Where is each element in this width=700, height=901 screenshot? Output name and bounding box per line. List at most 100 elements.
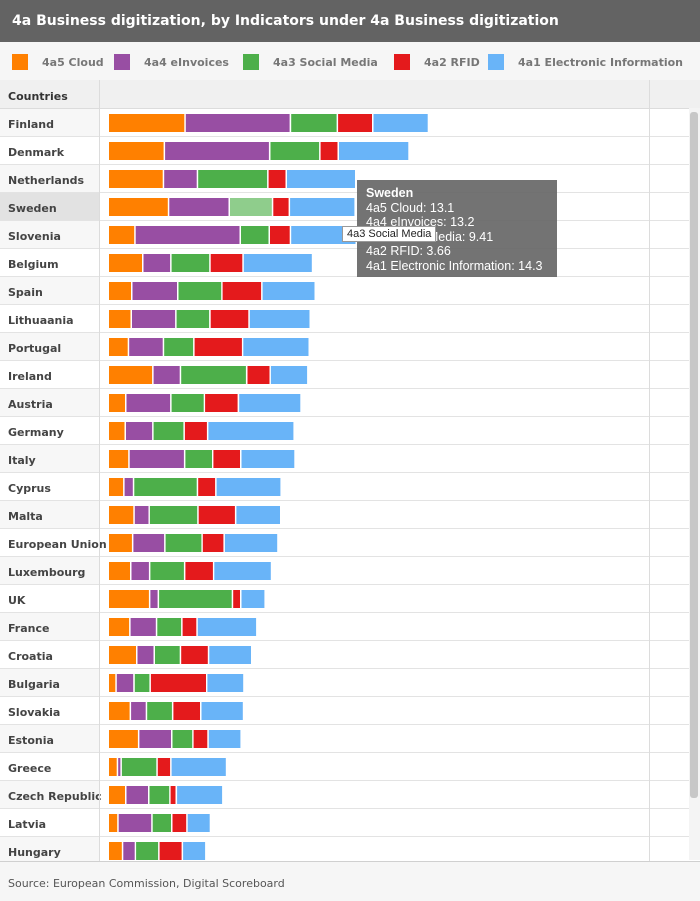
- bar-ireland-4a4[interactable]: [153, 366, 180, 384]
- bar-sweden-4a5[interactable]: [109, 198, 168, 216]
- bar-slovakia-4a1[interactable]: [201, 702, 243, 720]
- bar-bulgaria-4a4[interactable]: [116, 674, 134, 692]
- bar-france-4a3[interactable]: [157, 618, 182, 636]
- bar-denmark-4a4[interactable]: [165, 142, 269, 160]
- legend-item-rfid[interactable]: 4a2 RFID: [394, 54, 480, 70]
- bar-ireland-4a1[interactable]: [270, 366, 308, 384]
- legend-item-social-media[interactable]: 4a3 Social Media: [243, 54, 378, 70]
- bar-luxembourg-4a5[interactable]: [109, 562, 130, 580]
- bar-germany-4a3[interactable]: [153, 422, 184, 440]
- bar-slovenia-4a1[interactable]: [291, 226, 356, 244]
- bar-netherlands-4a5[interactable]: [109, 170, 163, 188]
- bar-greece-4a2[interactable]: [157, 758, 171, 776]
- bar-austria-4a4[interactable]: [126, 394, 171, 412]
- bar-belgium-4a5[interactable]: [109, 254, 142, 272]
- bar-lithuaania-4a3[interactable]: [176, 310, 210, 328]
- bar-malta-4a4[interactable]: [134, 506, 149, 524]
- bar-lithuaania-4a5[interactable]: [109, 310, 131, 328]
- bar-hungary-4a2[interactable]: [159, 842, 182, 860]
- bar-croatia-4a1[interactable]: [209, 646, 251, 664]
- bar-spain-4a1[interactable]: [262, 282, 315, 300]
- bar-slovenia-4a3[interactable]: [241, 226, 269, 244]
- bar-malta-4a2[interactable]: [198, 506, 235, 524]
- bar-latvia-4a4[interactable]: [118, 814, 152, 832]
- bar-sweden-4a1[interactable]: [290, 198, 355, 216]
- bar-france-4a1[interactable]: [197, 618, 257, 636]
- bar-european-union-4a4[interactable]: [133, 534, 165, 552]
- bar-italy-4a4[interactable]: [129, 450, 184, 468]
- bar-european-union-4a1[interactable]: [224, 534, 278, 552]
- bar-slovakia-4a3[interactable]: [147, 702, 172, 720]
- bar-germany-4a2[interactable]: [184, 422, 207, 440]
- bar-european-union-4a3[interactable]: [165, 534, 202, 552]
- bar-cyprus-4a1[interactable]: [216, 478, 281, 496]
- scrollbar-thumb[interactable]: [690, 112, 698, 798]
- bar-austria-4a2[interactable]: [205, 394, 238, 412]
- bar-cyprus-4a5[interactable]: [109, 478, 124, 496]
- bar-luxembourg-4a2[interactable]: [185, 562, 213, 580]
- bar-cyprus-4a2[interactable]: [198, 478, 216, 496]
- bar-ireland-4a5[interactable]: [109, 366, 153, 384]
- bar-malta-4a1[interactable]: [236, 506, 280, 524]
- bar-slovenia-4a4[interactable]: [135, 226, 240, 244]
- bar-spain-4a5[interactable]: [109, 282, 131, 300]
- bar-denmark-4a2[interactable]: [320, 142, 338, 160]
- legend-item-einvoices[interactable]: 4a4 eInvoices: [114, 54, 229, 70]
- bar-denmark-4a1[interactable]: [339, 142, 409, 160]
- bar-luxembourg-4a1[interactable]: [214, 562, 271, 580]
- bar-slovakia-4a2[interactable]: [173, 702, 200, 720]
- bar-cyprus-4a3[interactable]: [134, 478, 197, 496]
- bar-portugal-4a1[interactable]: [243, 338, 309, 356]
- bar-austria-4a1[interactable]: [239, 394, 301, 412]
- bar-luxembourg-4a3[interactable]: [150, 562, 184, 580]
- bar-bulgaria-4a3[interactable]: [134, 674, 150, 692]
- bar-netherlands-4a2[interactable]: [268, 170, 286, 188]
- bar-czech-republic-4a1[interactable]: [177, 786, 223, 804]
- bar-hungary-4a4[interactable]: [123, 842, 135, 860]
- bar-ireland-4a3[interactable]: [181, 366, 246, 384]
- bar-czech-republic-4a2[interactable]: [170, 786, 176, 804]
- bar-spain-4a4[interactable]: [132, 282, 178, 300]
- bar-sweden-4a3[interactable]: [230, 198, 272, 216]
- bar-spain-4a3[interactable]: [178, 282, 222, 300]
- bar-bulgaria-4a1[interactable]: [207, 674, 244, 692]
- bar-latvia-4a1[interactable]: [187, 814, 210, 832]
- bar-finland-4a4[interactable]: [185, 114, 290, 132]
- bar-hungary-4a5[interactable]: [109, 842, 122, 860]
- bar-greece-4a3[interactable]: [121, 758, 157, 776]
- bar-czech-republic-4a3[interactable]: [149, 786, 170, 804]
- bar-italy-4a1[interactable]: [241, 450, 295, 468]
- bar-belgium-4a3[interactable]: [171, 254, 210, 272]
- bar-latvia-4a2[interactable]: [172, 814, 187, 832]
- bar-austria-4a3[interactable]: [171, 394, 204, 412]
- bar-lithuaania-4a4[interactable]: [132, 310, 176, 328]
- bar-portugal-4a5[interactable]: [109, 338, 128, 356]
- bar-france-4a2[interactable]: [182, 618, 197, 636]
- bar-uk-4a2[interactable]: [233, 590, 240, 608]
- bar-cyprus-4a4[interactable]: [124, 478, 133, 496]
- bar-latvia-4a5[interactable]: [109, 814, 118, 832]
- bar-greece-4a5[interactable]: [109, 758, 117, 776]
- countries-column-header[interactable]: Countries: [8, 90, 68, 103]
- bar-estonia-4a1[interactable]: [208, 730, 241, 748]
- bar-belgium-4a1[interactable]: [243, 254, 312, 272]
- bar-estonia-4a3[interactable]: [172, 730, 193, 748]
- bar-bulgaria-4a2[interactable]: [150, 674, 206, 692]
- bar-germany-4a5[interactable]: [109, 422, 125, 440]
- bar-france-4a5[interactable]: [109, 618, 130, 636]
- bar-hungary-4a1[interactable]: [183, 842, 206, 860]
- bar-slovenia-4a5[interactable]: [109, 226, 135, 244]
- bar-finland-4a3[interactable]: [291, 114, 337, 132]
- bar-european-union-4a2[interactable]: [202, 534, 224, 552]
- bar-italy-4a2[interactable]: [213, 450, 240, 468]
- bar-slovakia-4a5[interactable]: [109, 702, 130, 720]
- bar-france-4a4[interactable]: [130, 618, 156, 636]
- legend-item-cloud[interactable]: 4a5 Cloud: [12, 54, 104, 70]
- bar-denmark-4a5[interactable]: [109, 142, 164, 160]
- bar-finland-4a1[interactable]: [373, 114, 428, 132]
- bar-greece-4a4[interactable]: [118, 758, 121, 776]
- bar-finland-4a5[interactable]: [109, 114, 185, 132]
- bar-bulgaria-4a5[interactable]: [109, 674, 116, 692]
- bar-sweden-4a2[interactable]: [273, 198, 289, 216]
- bar-germany-4a1[interactable]: [208, 422, 294, 440]
